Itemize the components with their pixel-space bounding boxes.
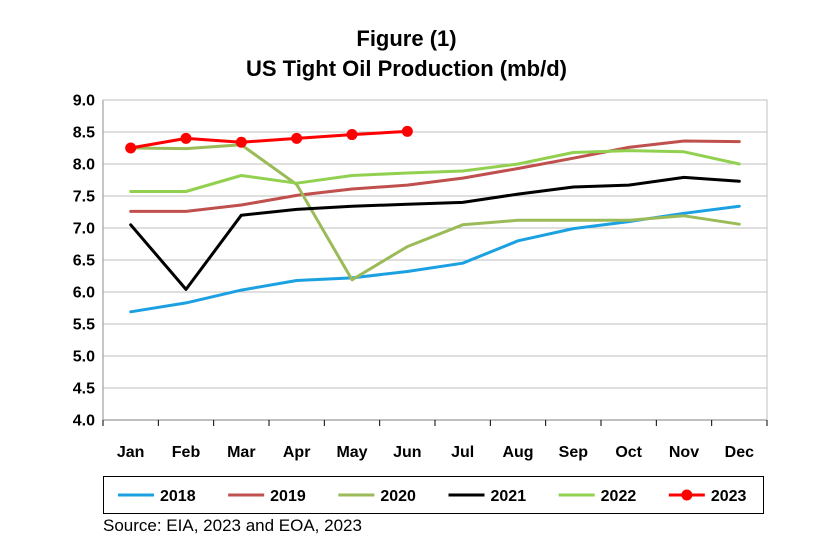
- data-point-2023: [235, 136, 247, 148]
- legend-label-2022: 2022: [601, 488, 637, 505]
- data-point-2023: [401, 125, 413, 137]
- series-line-2018: [129, 204, 741, 314]
- y-tick-label: 7.0: [73, 221, 95, 238]
- legend-label-2018: 2018: [160, 488, 196, 505]
- x-tick-label: Nov: [669, 444, 699, 461]
- x-tick-label: Dec: [725, 444, 754, 461]
- x-tick-label: May: [336, 444, 367, 461]
- legend-label-2023: 2023: [711, 488, 747, 505]
- x-tick-label: Feb: [172, 444, 201, 461]
- y-tick-label: 8.5: [73, 125, 95, 142]
- x-tick-label: Jan: [117, 444, 145, 461]
- line-chart: 4.0 4.5 5.0 5.5 6.0 6.5 7.0 7.5 8.0 8.5 9.0 Jan Feb M…: [73, 93, 768, 461]
- x-tick-label: Jul: [451, 444, 474, 461]
- y-tick-label: 4.5: [73, 381, 95, 398]
- data-point-2023: [125, 142, 137, 154]
- chart-title: Figure (1): [356, 26, 457, 51]
- y-tick-label: 8.0: [73, 157, 95, 174]
- series-line-2022: [129, 149, 741, 193]
- legend-label-2020: 2020: [380, 488, 416, 505]
- chart-legend: 2018 2019 2020 2021 2022 2023: [103, 476, 764, 514]
- y-tick-label: 6.0: [73, 285, 95, 302]
- x-tick-label: Apr: [283, 444, 311, 461]
- chart-subtitle: US Tight Oil Production (mb/d): [245, 56, 567, 81]
- series-line-2021: [129, 175, 741, 291]
- legend-marker-2023: [681, 489, 693, 501]
- y-tick-label: 6.5: [73, 253, 95, 270]
- series-line-2019: [129, 139, 741, 213]
- data-point-2023: [346, 129, 358, 141]
- data-point-2023: [291, 132, 303, 144]
- legend-label-2019: 2019: [270, 488, 306, 505]
- y-tick-label: 4.0: [73, 413, 95, 430]
- x-tick-label: Jun: [393, 444, 421, 461]
- x-tick-label: Oct: [615, 444, 642, 461]
- legend-label-2021: 2021: [491, 488, 527, 505]
- x-tick-label: Aug: [502, 444, 533, 461]
- y-tick-label: 5.5: [73, 317, 95, 334]
- series-line-2023: [129, 129, 409, 150]
- y-tick-label: 7.5: [73, 189, 95, 206]
- x-tick-label: Mar: [227, 444, 255, 461]
- x-tick-label: Sep: [559, 444, 589, 461]
- source-note: Source: EIA, 2023 and EOA, 2023: [103, 516, 362, 535]
- y-tick-label: 5.0: [73, 349, 95, 366]
- y-tick-label: 9.0: [73, 93, 95, 110]
- series-line-2020: [129, 143, 741, 282]
- data-point-2023: [180, 132, 192, 144]
